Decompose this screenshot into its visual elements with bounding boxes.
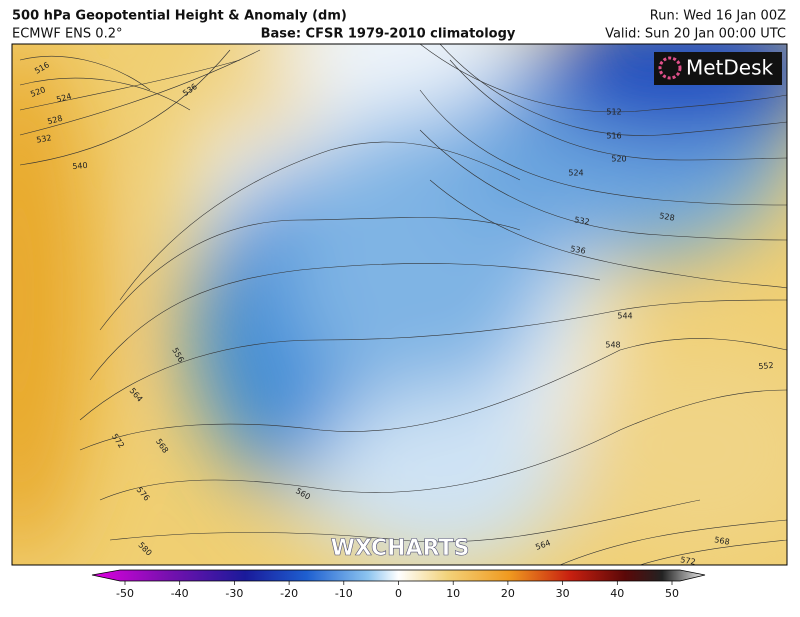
contour-label: 512 [606, 108, 621, 117]
contour-label: 548 [605, 341, 620, 350]
colorbar-tick-label: 20 [501, 587, 515, 600]
colorbar-tick-label: 50 [665, 587, 679, 600]
contour-label: 520 [611, 155, 626, 164]
model: ECMWF ENS 0.2° [12, 27, 122, 42]
contour-label: 540 [72, 161, 88, 171]
title: 500 hPa Geopotential Height & Anomaly (d… [12, 9, 347, 24]
valid: Valid: Sun 20 Jan 00:00 UTC [605, 27, 786, 42]
colorbar-tick-label: -50 [116, 587, 134, 600]
colorbar-tick-label: -10 [335, 587, 353, 600]
contour-label: 544 [617, 312, 632, 321]
colorbar-tick-label: -30 [225, 587, 243, 600]
colorbar-tick-label: 0 [395, 587, 402, 600]
contour-label: 536 [570, 244, 587, 256]
brand-icon [658, 56, 682, 80]
anomaly-field [12, 44, 787, 565]
contours [19, 44, 787, 565]
run: Run: Wed 16 Jan 00Z [650, 9, 786, 24]
contour-label: 524 [55, 92, 72, 105]
contour-label: 524 [568, 169, 583, 178]
contour-label: 528 [46, 114, 63, 127]
contour-label: 532 [36, 133, 53, 145]
contour-label: 516 [606, 132, 621, 141]
contour-label: 528 [659, 211, 676, 223]
map-frame [11, 43, 788, 566]
brand: MetDesk [686, 56, 774, 80]
colorbar-tick-label: 10 [446, 587, 460, 600]
contour-label: 532 [574, 215, 591, 227]
colorbar-ticks: -50 -40 -30 -20 -10 0 10 20 30 40 50 [116, 581, 679, 600]
colorbar-tick-label: 30 [556, 587, 570, 600]
watermark: WXCHARTS [331, 536, 470, 561]
colorbar-bar [91, 569, 706, 582]
contour-label: 552 [758, 361, 774, 371]
colorbar: -50 -40 -30 -20 -10 0 10 20 30 40 50 [91, 569, 706, 600]
brand-box [654, 52, 782, 85]
colorbar-tick-label: 40 [610, 587, 624, 600]
base: Base: CFSR 1979-2010 climatology [261, 27, 516, 42]
contour-label: 568 [714, 535, 731, 547]
colorbar-tick-label: -40 [171, 587, 189, 600]
colorbar-tick-label: -20 [280, 587, 298, 600]
contour-label: 572 [680, 555, 697, 567]
